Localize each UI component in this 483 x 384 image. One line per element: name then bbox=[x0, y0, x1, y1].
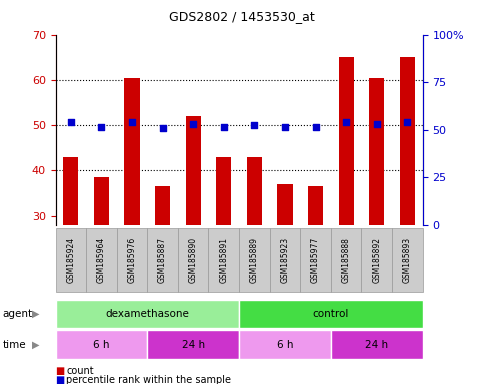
Text: percentile rank within the sample: percentile rank within the sample bbox=[66, 375, 231, 384]
Text: control: control bbox=[313, 309, 349, 319]
Bar bbox=[277, 184, 293, 225]
Point bbox=[189, 121, 197, 127]
Point bbox=[220, 124, 227, 130]
Bar bbox=[392, 228, 423, 292]
Bar bbox=[239, 300, 423, 328]
Bar bbox=[216, 157, 231, 225]
Point bbox=[159, 125, 167, 131]
Text: count: count bbox=[66, 366, 94, 376]
Bar bbox=[369, 78, 384, 225]
Text: GSM185964: GSM185964 bbox=[97, 237, 106, 283]
Bar bbox=[94, 177, 109, 225]
Text: dexamethasone: dexamethasone bbox=[105, 309, 189, 319]
Bar bbox=[400, 57, 415, 225]
Bar bbox=[86, 228, 117, 292]
Bar bbox=[56, 300, 239, 328]
Bar bbox=[270, 228, 300, 292]
Text: 6 h: 6 h bbox=[277, 339, 293, 350]
Point bbox=[281, 124, 289, 130]
Text: GSM185893: GSM185893 bbox=[403, 237, 412, 283]
Point bbox=[67, 119, 75, 125]
Bar bbox=[147, 330, 239, 359]
Text: GSM185890: GSM185890 bbox=[189, 237, 198, 283]
Text: GSM185892: GSM185892 bbox=[372, 237, 381, 283]
Point bbox=[403, 119, 411, 125]
Text: GSM185889: GSM185889 bbox=[250, 237, 259, 283]
Bar bbox=[63, 157, 78, 225]
Bar bbox=[125, 78, 140, 225]
Bar bbox=[56, 330, 147, 359]
Point bbox=[98, 124, 105, 130]
Bar bbox=[209, 228, 239, 292]
Text: GSM185891: GSM185891 bbox=[219, 237, 228, 283]
Text: 24 h: 24 h bbox=[182, 339, 205, 350]
Text: ▶: ▶ bbox=[32, 339, 40, 350]
Point bbox=[373, 121, 381, 127]
Bar bbox=[300, 228, 331, 292]
Point bbox=[251, 122, 258, 128]
Bar bbox=[117, 228, 147, 292]
Text: agent: agent bbox=[2, 309, 32, 319]
Bar bbox=[147, 228, 178, 292]
Bar bbox=[56, 228, 86, 292]
Bar bbox=[308, 186, 323, 225]
Text: GSM185976: GSM185976 bbox=[128, 237, 137, 283]
Point bbox=[312, 124, 319, 130]
Text: 24 h: 24 h bbox=[365, 339, 388, 350]
Text: GSM185924: GSM185924 bbox=[66, 237, 75, 283]
Text: GDS2802 / 1453530_at: GDS2802 / 1453530_at bbox=[169, 10, 314, 23]
Bar bbox=[178, 228, 209, 292]
Text: ■: ■ bbox=[56, 375, 65, 384]
Text: GSM185887: GSM185887 bbox=[158, 237, 167, 283]
Text: 6 h: 6 h bbox=[93, 339, 110, 350]
Text: time: time bbox=[2, 339, 26, 350]
Bar bbox=[155, 186, 170, 225]
Bar bbox=[331, 330, 423, 359]
Bar bbox=[339, 57, 354, 225]
Bar bbox=[239, 330, 331, 359]
Bar bbox=[361, 228, 392, 292]
Bar bbox=[247, 157, 262, 225]
Text: ■: ■ bbox=[56, 366, 65, 376]
Text: ▶: ▶ bbox=[32, 309, 40, 319]
Text: GSM185923: GSM185923 bbox=[281, 237, 289, 283]
Point bbox=[342, 119, 350, 125]
Bar bbox=[185, 116, 201, 225]
Bar bbox=[239, 228, 270, 292]
Point bbox=[128, 119, 136, 125]
Text: GSM185977: GSM185977 bbox=[311, 237, 320, 283]
Bar bbox=[331, 228, 361, 292]
Text: GSM185888: GSM185888 bbox=[341, 237, 351, 283]
